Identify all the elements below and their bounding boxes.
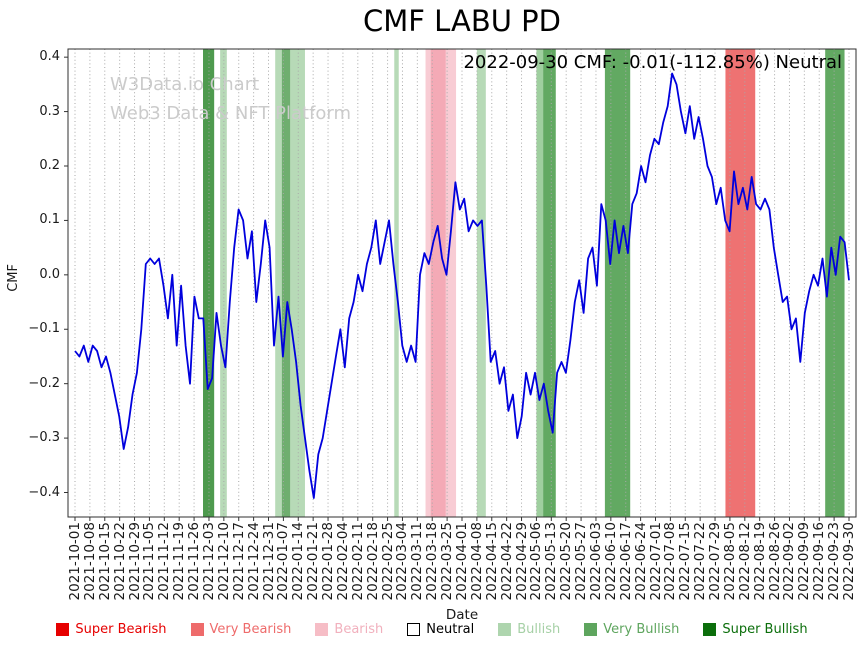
- x-tick-label: 2021-11-19: [171, 522, 188, 601]
- legend-swatch: [56, 623, 70, 636]
- x-tick-label: 2022-08-05: [721, 522, 738, 601]
- watermark-line1: W3Data.io Chart: [110, 74, 260, 95]
- x-tick-label: 2022-04-15: [483, 522, 500, 601]
- x-tick-label: 2022-02-18: [364, 522, 381, 601]
- x-tick-label: 2022-01-07: [275, 522, 292, 601]
- legend-item-neutral: Neutral: [407, 622, 474, 637]
- legend-item-bullish: Bullish: [498, 622, 560, 637]
- signal-band-very-bullish: [825, 49, 845, 517]
- legend-item-super-bearish: Super Bearish: [56, 622, 167, 637]
- watermark: W3Data.io Chart Web3 Data & NFT Platform: [110, 70, 351, 128]
- signal-band-very-bullish: [604, 49, 631, 517]
- x-tick-label: 2022-05-20: [558, 522, 575, 601]
- x-tick-label: 2022-01-21: [305, 522, 322, 601]
- x-tick-label: 2022-06-10: [602, 522, 619, 601]
- x-tick-label: 2022-01-14: [290, 522, 307, 601]
- x-tick-label: 2022-07-22: [692, 522, 709, 601]
- x-tick-label: 2022-03-18: [424, 522, 441, 601]
- x-tick-label: 2022-01-28: [320, 522, 337, 601]
- signal-band-bullish: [476, 49, 486, 517]
- x-tick-label: 2021-12-17: [230, 522, 247, 601]
- x-tick-label: 2022-09-09: [796, 522, 813, 601]
- x-tick-label: 2022-06-03: [587, 522, 604, 601]
- legend-label: Neutral: [426, 622, 475, 637]
- legend-label: Super Bearish: [75, 622, 167, 637]
- y-tick-label: 0.4: [39, 49, 60, 65]
- y-tick-label: 0.2: [39, 158, 60, 173]
- x-tick-label: 2022-09-16: [811, 522, 828, 601]
- signal-band-very-bullish: [281, 49, 291, 517]
- x-tick-label: 2022-06-17: [617, 522, 634, 601]
- legend-swatch: [407, 623, 421, 636]
- x-tick-label: 2022-03-25: [439, 522, 456, 601]
- legend-label: Bullish: [517, 622, 561, 637]
- x-tick-label: 2021-10-08: [81, 522, 98, 601]
- x-tick-label: 2022-02-04: [334, 522, 351, 601]
- y-tick-label: 0.3: [39, 103, 60, 119]
- x-tick-label: 2021-12-03: [200, 522, 217, 601]
- signal-band-very-bullish: [543, 49, 556, 517]
- x-tick-label: 2022-09-23: [826, 522, 843, 601]
- y-tick-label: −0.1: [28, 321, 60, 337]
- x-tick-label: 2021-10-15: [96, 522, 113, 601]
- legend-item-very-bearish: Very Bearish: [190, 622, 292, 637]
- legend-item-bearish: Bearish: [315, 622, 383, 637]
- x-tick-label: 2022-04-01: [454, 522, 470, 601]
- x-tick-label: 2022-08-12: [736, 522, 753, 601]
- x-tick-label: 2022-02-11: [349, 522, 366, 601]
- signal-band-bearish: [430, 49, 446, 517]
- x-tick-label: 2022-07-29: [707, 522, 724, 601]
- x-tick-label: 2022-09-30: [841, 522, 857, 601]
- plot-border: [67, 48, 857, 518]
- x-tick-label: 2022-06-24: [632, 522, 649, 601]
- legend-swatch: [703, 623, 717, 636]
- legend-swatch: [498, 623, 512, 636]
- legend-swatch: [190, 623, 204, 636]
- x-tick-label: 2021-11-12: [156, 522, 173, 601]
- legend-swatch: [315, 623, 329, 636]
- cmf-line: [74, 72, 850, 499]
- chart-title: CMF LABU PD: [363, 4, 561, 38]
- x-tick-label: 2022-05-27: [573, 522, 590, 601]
- x-tick-label: 2022-07-08: [662, 522, 679, 601]
- x-axis-label: Date: [445, 607, 479, 623]
- y-axis-label: CMF: [6, 264, 21, 292]
- x-tick-label: 2021-10-22: [111, 522, 128, 601]
- x-tick-label: 2022-05-13: [543, 522, 560, 601]
- legend-label: Bearish: [334, 622, 384, 637]
- x-tick-label: 2022-04-22: [498, 522, 515, 601]
- x-tick-label: 2022-03-11: [409, 522, 426, 601]
- x-tick-label: 2021-11-26: [186, 522, 203, 601]
- watermark-line2: Web3 Data & NFT Platform: [110, 103, 352, 124]
- y-tick-label: 0.1: [39, 212, 60, 228]
- latest-value-annotation: 2022-09-30 CMF: -0.01(-112.85%) Neutral: [463, 52, 842, 73]
- y-tick-label: −0.3: [28, 430, 60, 446]
- x-tick-label: 2022-04-08: [468, 522, 485, 601]
- legend-swatch: [584, 623, 598, 636]
- x-tick-label: 2021-10-01: [67, 522, 83, 601]
- y-tick-label: −0.4: [28, 484, 60, 500]
- y-tick-label: −0.2: [28, 375, 60, 391]
- legend-label: Super Bullish: [722, 622, 808, 637]
- x-tick-label: 2022-07-15: [677, 522, 694, 601]
- x-tick-label: 2021-12-10: [215, 522, 232, 601]
- legend-label: Very Bearish: [209, 622, 292, 637]
- legend: Super Bearish Very Bearish Bearish Neutral B…: [0, 622, 864, 637]
- y-tick-label: 0.0: [39, 266, 60, 282]
- x-tick-label: 2022-08-19: [751, 522, 768, 601]
- legend-label: Very Bullish: [603, 622, 680, 637]
- x-tick-label: 2021-12-24: [245, 522, 262, 601]
- legend-item-super-bullish: Super Bullish: [703, 622, 808, 637]
- signal-band-bullish: [536, 49, 544, 517]
- legend-item-very-bullish: Very Bullish: [584, 622, 679, 637]
